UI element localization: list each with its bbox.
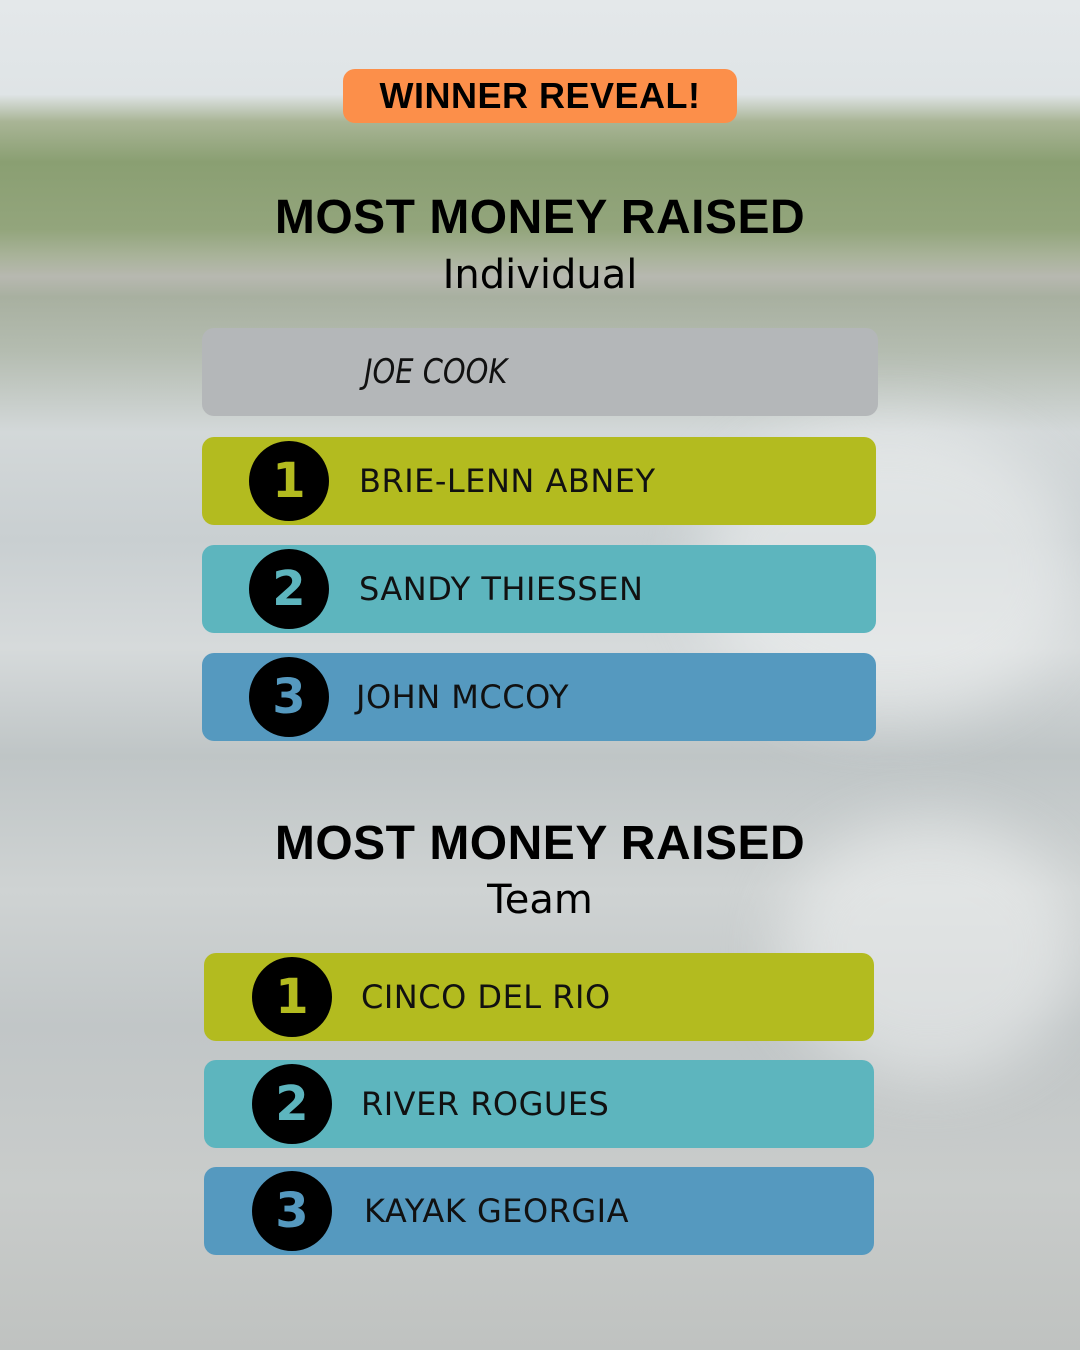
- winner-reveal-badge: WINNER REVEAL!: [343, 69, 737, 123]
- rank-name: BRIE-LENN ABNEY: [359, 462, 656, 500]
- rank-name: SANDY THIESSEN: [359, 570, 644, 608]
- rank-circle: 3: [252, 1171, 332, 1251]
- rank-name: CINCO DEL RIO: [361, 978, 611, 1016]
- rank-circle: 1: [249, 441, 329, 521]
- team-rank-row: 1 CINCO DEL RIO: [204, 953, 874, 1041]
- honoree-row: JOE COOK: [202, 328, 878, 416]
- rank-circle: 3: [249, 657, 329, 737]
- individual-title: MOST MONEY RAISED: [274, 191, 806, 244]
- team-rank-row: 2 RIVER ROGUES: [204, 1060, 874, 1148]
- team-subtitle: Team: [487, 877, 593, 923]
- individual-rank-row: 2 SANDY THIESSEN: [202, 545, 876, 633]
- rank-circle: 2: [252, 1064, 332, 1144]
- team-rank-row: 3 KAYAK GEORGIA: [204, 1167, 874, 1255]
- rank-circle: 2: [249, 549, 329, 629]
- team-title: MOST MONEY RAISED: [274, 817, 806, 870]
- rank-name: JOHN MCCOY: [356, 678, 570, 716]
- honoree-name: JOE COOK: [364, 352, 508, 392]
- rank-name: RIVER ROGUES: [361, 1085, 610, 1123]
- rank-name: KAYAK GEORGIA: [364, 1192, 629, 1230]
- individual-rank-row: 1 BRIE-LENN ABNEY: [202, 437, 876, 525]
- rank-circle: 1: [252, 957, 332, 1037]
- individual-subtitle: Individual: [442, 252, 638, 298]
- individual-rank-row: 3 JOHN MCCOY: [202, 653, 876, 741]
